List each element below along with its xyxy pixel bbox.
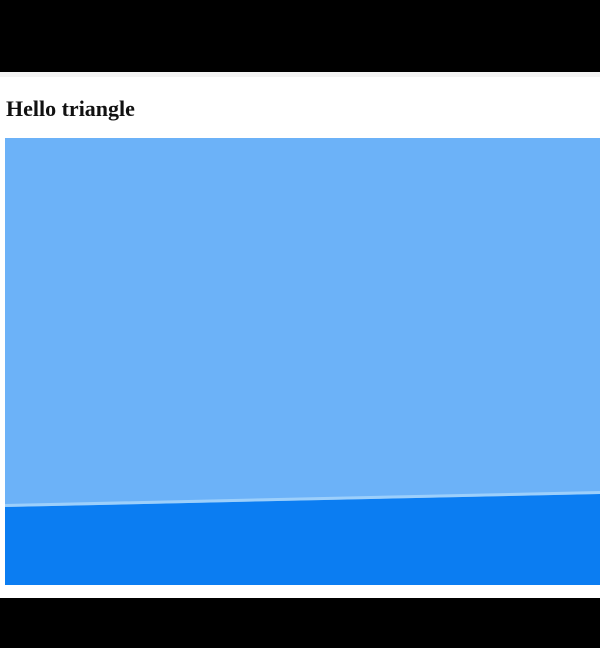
letterbox-top (0, 0, 600, 72)
triangle-shape (5, 494, 600, 585)
letterbox-bottom (0, 598, 600, 648)
page-top-divider (0, 72, 600, 77)
page-title: Hello triangle (6, 94, 135, 124)
browser-page: Hello triangle (0, 72, 600, 598)
webgl-canvas[interactable] (5, 138, 600, 585)
